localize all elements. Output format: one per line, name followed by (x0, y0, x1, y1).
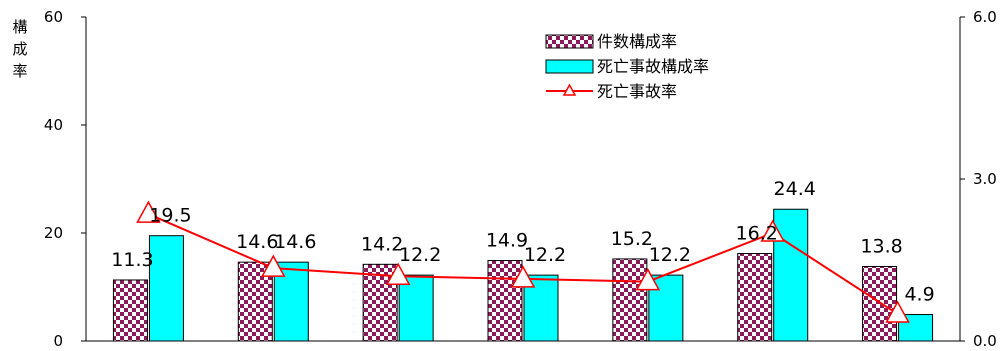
bar-series2 (398, 274, 434, 342)
right-tick-label: 0.0 (973, 332, 997, 350)
legend-label-line: 死亡事故率 (597, 82, 677, 101)
bar-series1 (862, 265, 898, 342)
line-series (136, 200, 910, 323)
line-point (136, 200, 161, 223)
y-axis-label-char: 構 (12, 18, 27, 36)
bar-series1 (612, 258, 648, 342)
right-ticks: 0.0 3.0 6.0 (960, 8, 997, 350)
data-label-series2: 14.6 (274, 231, 316, 253)
line-point (760, 219, 785, 242)
data-label-series2: 24.4 (774, 178, 816, 200)
left-tick-label: 60 (44, 8, 63, 26)
data-label-series1: 14.9 (486, 230, 528, 252)
line-point (635, 268, 661, 291)
data-label-series1: 14.6 (236, 231, 278, 253)
data-label-series1: 15.2 (611, 228, 653, 250)
data-label-series2: 12.2 (649, 244, 691, 266)
data-label-series1: 11.3 (111, 249, 153, 271)
data-labels: 11.319.514.614.6 14.212.214.912.215.212.2… (111, 178, 934, 305)
bars (112, 208, 934, 342)
bar-series2 (773, 208, 809, 342)
bar-series2 (148, 235, 184, 342)
legend-swatch-bar2 (545, 59, 594, 74)
line-point (385, 262, 411, 285)
bar-series1 (737, 253, 773, 342)
line-point (885, 300, 910, 323)
left-ticks: 0 20 40 60 (44, 8, 86, 350)
data-label-series1: 13.8 (860, 235, 902, 257)
data-label-series2: 12.2 (524, 244, 566, 266)
legend-swatch-bar1 (545, 34, 594, 49)
data-label-series2: 4.9 (904, 284, 934, 306)
right-tick-label: 6.0 (973, 8, 997, 26)
data-label-series1: 16.2 (736, 223, 778, 245)
bar-series1 (112, 279, 148, 342)
bar-series1 (487, 260, 523, 342)
line-point (510, 265, 536, 288)
line-point (261, 254, 286, 277)
y-axis-label-char: 率 (12, 62, 27, 80)
data-label-series1: 14.2 (361, 233, 403, 255)
left-tick-label: 20 (44, 224, 63, 242)
data-label-series2: 19.5 (149, 205, 191, 227)
legend-label-bar2: 死亡事故構成率 (597, 57, 709, 76)
legend-label-bar1: 件数構成率 (597, 32, 677, 51)
legend: 件数構成率 死亡事故構成率 死亡事故率 (541, 27, 749, 103)
y-axis-label: 構成率 (12, 18, 27, 80)
y-axis-label-char: 成 (12, 40, 27, 58)
legend-marker-line (562, 83, 577, 96)
left-tick-label: 0 (53, 332, 63, 350)
left-tick-label: 40 (44, 116, 63, 134)
right-tick-label: 3.0 (973, 170, 997, 188)
data-label-series2: 12.2 (399, 244, 441, 266)
